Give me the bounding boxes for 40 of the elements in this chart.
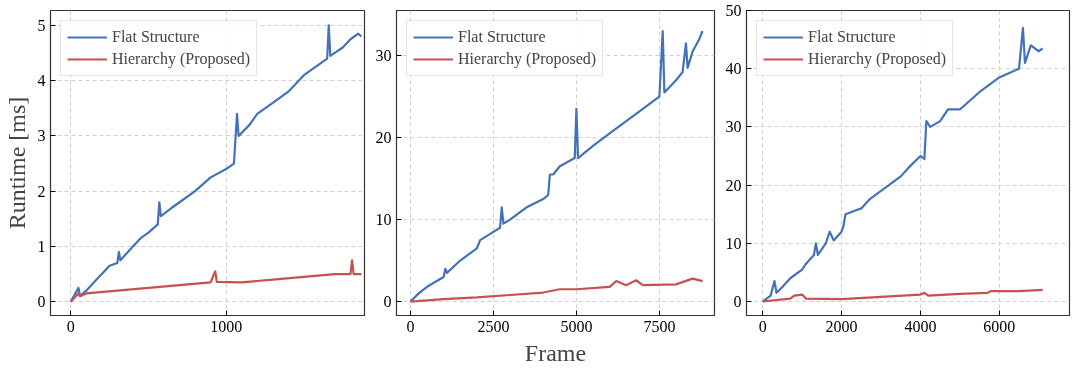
y-tick-label: 4 [37,72,46,90]
line-series [409,29,704,303]
line-series [761,26,1044,303]
y-tick-label: 10 [725,234,742,252]
y-tick-label: 2 [37,182,46,200]
y-axis-title: Runtime [ms] [3,96,30,230]
y-tick-label: 0 [733,293,742,311]
y-tick-label: 50 [725,2,742,19]
legend-label: Flat Structure [112,28,200,46]
y-tick-label: 20 [725,176,742,194]
line-series [409,277,704,303]
y-tick-label: 5 [37,16,46,34]
x-tick-label: 1000 [210,317,243,335]
x-tick-label: 0 [406,317,415,335]
line-series [761,288,1044,303]
y-tick-label: 30 [375,47,392,65]
y-tick-label: 10 [375,211,392,229]
y-tick-label: 1 [37,237,46,255]
y-tick-label: 3 [37,127,46,145]
y-tick-label: 0 [383,293,392,311]
y-tick-label: 30 [725,118,742,136]
x-tick-label: 2500 [477,317,510,335]
x-tick-label: 2000 [825,317,858,335]
x-tick-label: 7500 [643,317,676,335]
y-tick-label: 20 [375,129,392,147]
x-tick-label: 6000 [983,317,1016,335]
x-tick-label: 4000 [904,317,937,335]
y-tick-label: 0 [37,293,46,311]
line-series [69,24,363,303]
legend-label: Flat Structure [808,28,896,46]
y-tick-label: 40 [725,60,742,78]
x-tick-label: 0 [66,317,75,335]
x-axis-title: Frame [524,339,587,366]
legend-label: Hierarchy (Proposed) [458,50,597,68]
legend-label: Flat Structure [458,28,546,46]
legend-label: Hierarchy (Proposed) [808,50,947,68]
x-tick-label: 0 [758,317,767,335]
legend-label: Hierarchy (Proposed) [112,50,251,68]
line-series [69,259,363,303]
x-tick-label: 5000 [560,317,593,335]
